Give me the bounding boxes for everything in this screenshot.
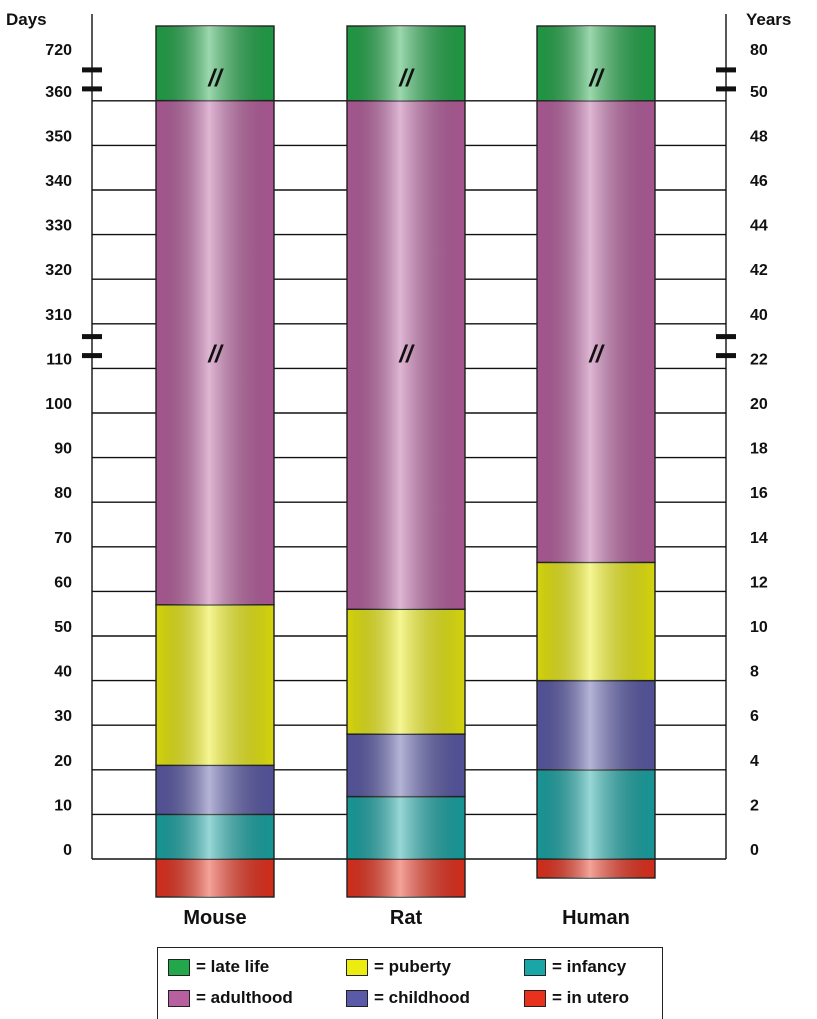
left-tick-label: 70: [54, 530, 72, 547]
category-label: Human: [562, 907, 630, 929]
right-axis-title: Years: [746, 10, 791, 29]
right-tick-label: 4: [750, 753, 759, 770]
bar-segment-sheen: [347, 796, 465, 859]
right-axis-break-mark: [716, 67, 736, 73]
right-tick-label: 40: [750, 307, 768, 324]
legend-item-puberty: = puberty: [346, 957, 451, 977]
bar-segment-sheen: [156, 100, 274, 605]
left-axis-break-mark: [82, 67, 102, 73]
left-tick-label: 110: [46, 351, 72, 368]
right-tick-label: 50: [750, 84, 768, 101]
right-tick-label: 44: [750, 218, 768, 235]
right-tick-label: 16: [750, 485, 768, 502]
bar-segment-sheen: [347, 26, 465, 101]
right-axis-break-mark: [716, 86, 736, 92]
left-tick-label: 320: [45, 262, 72, 279]
bar-segment-sheen: [537, 100, 655, 563]
right-tick-label: 10: [750, 619, 768, 636]
legend-item-in-utero: = in utero: [524, 988, 629, 1008]
right-tick-label: 8: [750, 664, 759, 681]
legend-swatch-puberty: [346, 958, 368, 976]
legend-label-puberty: = puberty: [374, 957, 451, 976]
left-tick-label: 60: [54, 574, 72, 591]
life-stage-chart: //////////// 010203040506070809010011031…: [6, 10, 791, 929]
bar-break-mark-adulthood: //: [588, 341, 605, 368]
axes: [82, 14, 736, 859]
left-axis-break-mark: [82, 86, 102, 92]
left-tick-label: 360: [45, 84, 72, 101]
bar-segment-sheen: [156, 604, 274, 766]
left-tick-label: 720: [45, 42, 72, 59]
legend-label-childhood: = childhood: [374, 988, 470, 1007]
left-tick-label: 350: [45, 128, 72, 145]
bar-segment-sheen: [156, 26, 274, 101]
left-tick-label: 100: [45, 396, 72, 413]
right-tick-label: 42: [750, 262, 768, 279]
bar-segment-sheen: [537, 859, 655, 878]
left-tick-label: 80: [54, 485, 72, 502]
right-tick-label: 2: [750, 797, 759, 814]
right-axis-break-mark: [716, 334, 736, 340]
left-tick-label: 40: [54, 664, 72, 681]
bar-segment-sheen: [347, 734, 465, 797]
bar-segment-sheen: [347, 859, 465, 897]
category-label: Rat: [390, 907, 423, 929]
legend-swatch-in-utero: [524, 989, 546, 1007]
legend-swatch-late-life: [168, 958, 190, 976]
left-tick-label: 330: [45, 218, 72, 235]
right-tick-label: 12: [750, 574, 768, 591]
bar-break-mark-late-life: //: [207, 65, 224, 92]
right-axis-break-mark: [716, 353, 736, 359]
left-tick-label: 50: [54, 619, 72, 636]
legend-swatch-childhood: [346, 989, 368, 1007]
right-tick-label: 0: [750, 842, 759, 859]
legend-label-adulthood: = adulthood: [196, 988, 293, 1007]
left-axis-title: Days: [6, 10, 47, 29]
left-axis-break-mark: [82, 353, 102, 359]
left-axis-break-mark: [82, 334, 102, 340]
right-tick-label: 80: [750, 42, 768, 59]
bar-segment-sheen: [156, 814, 274, 859]
bars: // // // // // //: [155, 25, 656, 898]
legend: = late life = adulthood = puberty = chil…: [157, 947, 663, 1019]
bar-segment-sheen: [156, 859, 274, 897]
bar-segment-sheen: [537, 562, 655, 681]
left-tick-label: 30: [54, 708, 72, 725]
axis-labels: 0102030405060708090100110310320330340350…: [6, 10, 791, 929]
bar-segment-sheen: [537, 769, 655, 859]
left-tick-label: 10: [54, 797, 72, 814]
left-tick-label: 20: [54, 753, 72, 770]
legend-label-in-utero: = in utero: [552, 988, 629, 1007]
legend-swatch-infancy: [524, 958, 546, 976]
legend-item-late-life: = late life: [168, 957, 269, 977]
legend-swatch-adulthood: [168, 989, 190, 1007]
bar-segment-sheen: [347, 100, 465, 610]
left-tick-label: 0: [63, 842, 72, 859]
left-tick-label: 90: [54, 441, 72, 458]
right-tick-label: 6: [750, 708, 759, 725]
category-label: Mouse: [183, 907, 246, 929]
legend-item-adulthood: = adulthood: [168, 988, 293, 1008]
bar-break-mark-late-life: //: [398, 65, 415, 92]
bar-break-mark-late-life: //: [588, 65, 605, 92]
right-tick-label: 48: [750, 128, 768, 145]
right-tick-label: 46: [750, 173, 768, 190]
left-tick-label: 340: [45, 173, 72, 190]
left-tick-label: 310: [45, 307, 72, 324]
bar-segment-sheen: [537, 680, 655, 770]
right-tick-label: 18: [750, 441, 768, 458]
bar-break-mark-adulthood: //: [207, 341, 224, 368]
legend-label-late-life: = late life: [196, 957, 270, 976]
bar-segment-sheen: [537, 26, 655, 101]
legend-label-infancy: = infancy: [552, 957, 627, 976]
right-tick-label: 20: [750, 396, 768, 413]
bar-break-mark-adulthood: //: [398, 341, 415, 368]
bar-segment-sheen: [156, 765, 274, 815]
bar-segment-sheen: [347, 609, 465, 735]
legend-item-childhood: = childhood: [346, 988, 470, 1008]
legend-item-infancy: = infancy: [524, 957, 626, 977]
right-tick-label: 22: [750, 351, 768, 368]
right-tick-label: 14: [750, 530, 768, 547]
